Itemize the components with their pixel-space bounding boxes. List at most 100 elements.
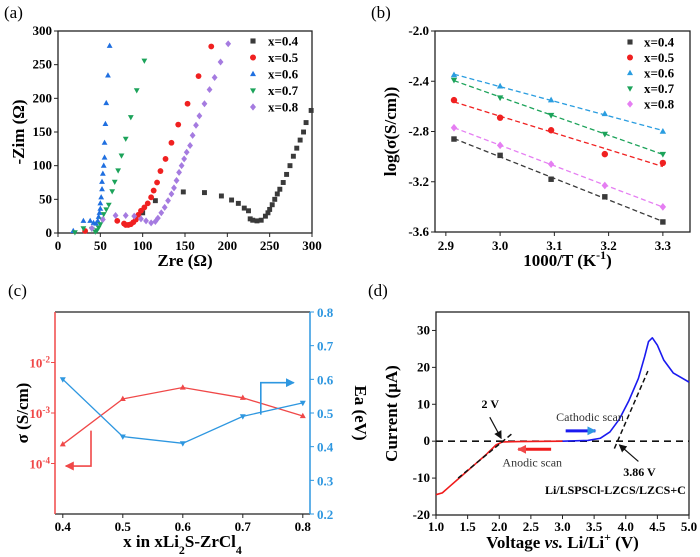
left-y-tick-label: 10-2 [29,355,50,371]
right-axis-arrow [259,378,295,415]
data-point [659,203,667,211]
x-axis-title-part: 1000/T (K [523,251,597,270]
data-point [102,120,109,126]
data-point [496,82,504,89]
data-point [161,203,168,211]
data-point [601,181,609,190]
legend-label: x=0.8 [644,97,675,112]
right-y-tick-label: 0.8 [317,305,334,320]
right-y-tick-label: 0.6 [317,372,334,387]
y-tick-label: 0 [424,433,431,448]
x-tick-label: 4.0 [618,519,634,534]
data-point [258,217,264,223]
data-point [287,163,293,169]
panel-letter: (a) [4,3,23,22]
data-point [179,441,186,447]
data-point [659,127,667,134]
data-point [450,96,458,104]
left-y-tick-label: 10-3 [29,405,50,421]
data-point [173,177,180,184]
y-tick-label: 0 [46,225,53,240]
tick-base: 10 [29,356,42,371]
x-tick-label: 2.0 [491,519,507,534]
data-point [239,394,246,400]
data-point [277,186,283,192]
fit-line [453,80,664,156]
panel-a-nyquist: (a) 0 50 100 150 200 250 300 0 50 100 150 200 250 300 Z… [4,3,322,270]
y-tick-label: 50 [39,191,52,206]
legend-marker [627,54,633,61]
x-tick-label: 0.7 [235,519,252,534]
legend-label: x=0.6 [644,66,675,81]
data-point [141,204,148,211]
data-point [97,205,104,211]
series-x=0.4 [451,136,666,225]
x-axis-title-part: S-ZrCl [185,532,236,551]
x-axis-title-part: x in xLi [123,532,179,551]
x-tick-label: 0.5 [115,519,132,534]
data-point [88,224,95,232]
data-point [152,198,158,204]
right-y-tick-label: 0.7 [317,339,334,354]
series-x=0.6 [450,71,667,134]
data-point [241,205,247,211]
data-point [97,222,104,228]
right-y-tick-label: 0.4 [317,440,334,455]
data-point [547,160,555,169]
data-point [290,153,296,159]
data-point [272,196,278,202]
data-point [99,178,105,184]
x-tick-label: 0.8 [295,519,312,534]
data-point [225,40,232,48]
tick-exponent: -2 [42,355,50,365]
y-tick-label: 200 [33,90,53,105]
x-tick-label: 2.5 [523,519,540,534]
legend-label: x=0.4 [268,34,299,49]
y-tick-label: 250 [33,57,53,72]
data-point [115,168,122,174]
tick-base: 10 [29,457,42,472]
onset-2v-label: 2 V [482,397,500,411]
data-point [98,194,105,200]
data-point [196,112,203,120]
data-point [267,206,273,212]
x-tick-label: 3.3 [655,238,672,253]
data-point [148,194,155,201]
legend-label: x=0.5 [268,50,299,65]
legend-label: x=0.7 [644,81,675,96]
tick-exponent: -4 [42,456,50,466]
data-point [450,123,458,132]
data-point [187,141,193,149]
cathodic-scan-label: Cathodic scan [556,410,624,424]
x-tick-label: 0 [55,238,62,253]
series-x=0.7 [450,77,667,158]
data-point [284,171,290,177]
data-point [180,189,186,195]
data-point [154,179,160,186]
data-point [548,176,554,182]
left-y-axis-title: σ (S/cm) [13,383,32,444]
left-axis-arrow [64,430,92,471]
x-tick-label: 2.9 [438,238,455,253]
data-point [235,200,241,206]
data-point [176,168,182,176]
data-point [450,71,458,78]
data-point [206,86,213,94]
data-point [122,212,129,219]
data-point [119,434,126,440]
tick-base: 10 [29,406,42,421]
x-tick-label: 200 [218,238,238,253]
data-point [496,95,504,102]
legend-label: x=0.5 [644,50,675,65]
data-point [106,42,113,48]
data-point [659,151,667,158]
data-point [99,170,106,176]
data-point [181,155,188,163]
legend-marker [250,88,256,94]
y-axis-title: -Zim (Ω) [9,99,28,164]
series-cathodic-scan [562,337,690,442]
data-point [602,194,608,200]
y-tick-label: -2.8 [408,124,429,139]
data-point [171,184,177,192]
